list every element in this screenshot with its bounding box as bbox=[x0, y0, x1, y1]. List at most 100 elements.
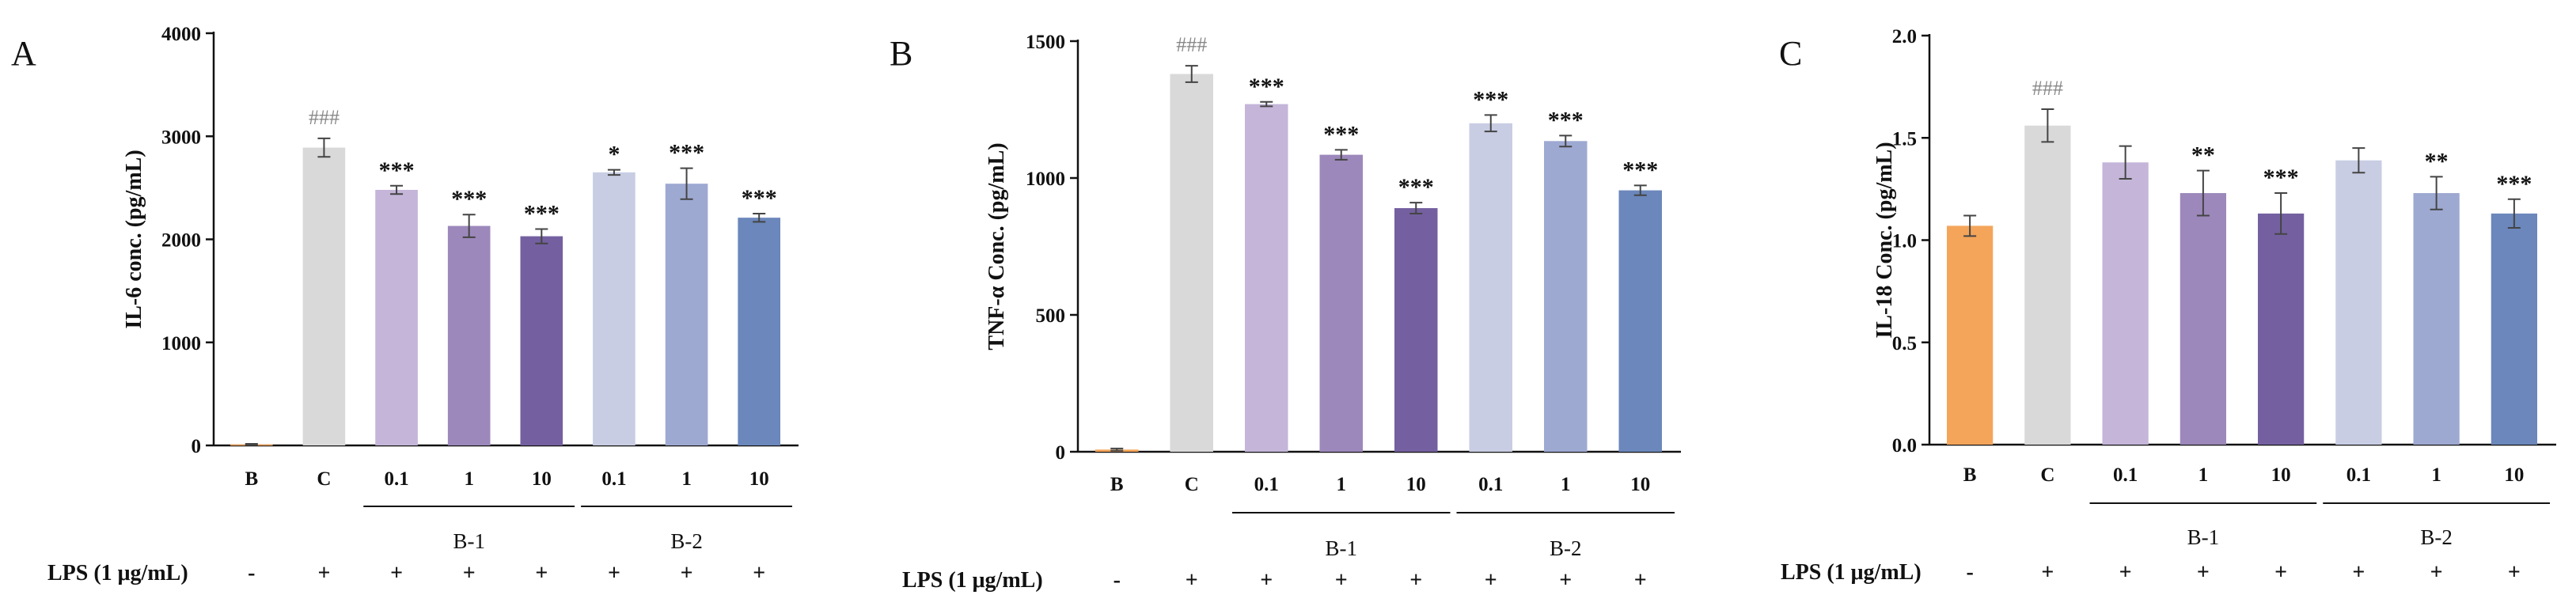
bar bbox=[2413, 193, 2460, 445]
x-category-label: 1 bbox=[1561, 474, 1571, 495]
y-tick-label: 0 bbox=[192, 436, 202, 457]
bar bbox=[738, 218, 780, 445]
x-category-label: B bbox=[1110, 474, 1124, 495]
significance-label: ** bbox=[2425, 148, 2449, 174]
x-category-label: 10 bbox=[1630, 474, 1650, 495]
lps-sign: + bbox=[1260, 568, 1273, 593]
x-category-label: 10 bbox=[2504, 464, 2524, 486]
lps-sign: + bbox=[535, 561, 548, 585]
bar bbox=[2491, 213, 2537, 445]
lps-sign: + bbox=[2352, 560, 2365, 585]
lps-sign: + bbox=[2508, 560, 2521, 585]
x-category-label: 10 bbox=[749, 468, 769, 490]
x-category-label: 1 bbox=[681, 468, 692, 490]
y-tick-label: 1.5 bbox=[1892, 128, 1917, 150]
x-category-label: 0.1 bbox=[384, 468, 408, 490]
significance-label: *** bbox=[2496, 171, 2532, 197]
bar bbox=[302, 147, 346, 445]
bar bbox=[447, 225, 491, 445]
x-category-label: C bbox=[1185, 474, 1199, 495]
lps-sign: + bbox=[2119, 560, 2132, 585]
x-category-label: 1 bbox=[2431, 464, 2441, 486]
x-category-label: 0.1 bbox=[2346, 464, 2371, 486]
significance-label: ### bbox=[309, 106, 340, 129]
bar bbox=[1618, 190, 1662, 452]
x-category-label: 0.1 bbox=[2113, 464, 2138, 486]
panel-letter: B bbox=[890, 34, 912, 73]
y-tick-label: 0 bbox=[1056, 442, 1066, 464]
bar bbox=[1544, 141, 1588, 453]
significance-label: *** bbox=[1323, 121, 1359, 147]
significance-label: ### bbox=[2032, 77, 2063, 100]
x-category-label: C bbox=[317, 468, 331, 490]
bar bbox=[520, 236, 563, 445]
significance-label: *** bbox=[524, 200, 560, 226]
significance-label: ** bbox=[2191, 142, 2215, 169]
lps-sign: + bbox=[317, 561, 330, 585]
panel-letter: C bbox=[1779, 34, 1802, 73]
x-category-label: 10 bbox=[532, 468, 552, 490]
bar bbox=[1947, 225, 1994, 445]
group-label: B-1 bbox=[2187, 525, 2220, 549]
lps-sign: + bbox=[1485, 568, 1497, 593]
lps-sign: + bbox=[2041, 560, 2054, 585]
x-category-label: 0.1 bbox=[1254, 474, 1279, 495]
x-category-label: B bbox=[245, 468, 258, 490]
x-category-label: 1 bbox=[464, 468, 474, 490]
lps-sign: + bbox=[608, 561, 620, 585]
lps-sign: + bbox=[753, 561, 765, 585]
significance-label: *** bbox=[379, 157, 415, 184]
significance-label: * bbox=[608, 142, 620, 168]
lps-label: LPS (1 μg/mL) bbox=[1781, 560, 1922, 585]
bar bbox=[2335, 160, 2382, 445]
y-tick-label: 0.0 bbox=[1892, 435, 1917, 457]
bar bbox=[2024, 125, 2071, 445]
lps-sign: + bbox=[390, 561, 403, 585]
x-category-label: 1 bbox=[1337, 474, 1347, 495]
y-tick-label: 1000 bbox=[1026, 169, 1065, 190]
y-axis-label: IL-18 Conc. (pg/mL) bbox=[1872, 142, 1897, 338]
bar bbox=[375, 189, 418, 446]
lps-sign: + bbox=[2197, 560, 2210, 585]
lps-sign: + bbox=[2430, 560, 2443, 585]
lps-sign: + bbox=[1634, 568, 1647, 593]
bar bbox=[593, 172, 635, 445]
x-category-label: B bbox=[1963, 464, 1977, 486]
bar bbox=[1319, 154, 1363, 452]
y-tick-label: 2.0 bbox=[1892, 26, 1917, 47]
bar bbox=[1469, 123, 1512, 453]
y-tick-label: 2000 bbox=[161, 230, 201, 252]
lps-sign: + bbox=[1186, 568, 1198, 593]
x-category-label: 10 bbox=[2271, 464, 2291, 486]
y-tick-label: 1.0 bbox=[1892, 231, 1917, 252]
group-label: B-2 bbox=[1550, 536, 1582, 560]
x-category-label: C bbox=[2040, 464, 2054, 486]
lps-sign: + bbox=[2274, 560, 2287, 585]
y-tick-label: 0.5 bbox=[1892, 333, 1917, 354]
x-category-label: 1 bbox=[2199, 464, 2209, 486]
group-label: B-2 bbox=[670, 529, 703, 553]
significance-label: *** bbox=[2263, 165, 2299, 191]
bar bbox=[1170, 74, 1213, 453]
bar bbox=[2258, 213, 2305, 445]
lps-sign: - bbox=[248, 561, 255, 585]
lps-sign: + bbox=[681, 561, 693, 585]
x-category-label: 0.1 bbox=[601, 468, 626, 490]
group-label: B-2 bbox=[2420, 525, 2453, 549]
lps-sign: + bbox=[1409, 568, 1422, 593]
y-tick-label: 1500 bbox=[1026, 32, 1065, 53]
group-label: B-1 bbox=[453, 529, 485, 553]
y-axis-label: TNF-α Conc. (pg/mL) bbox=[984, 142, 1009, 350]
bar bbox=[665, 184, 708, 446]
significance-label: *** bbox=[451, 186, 487, 212]
lps-sign: + bbox=[463, 561, 476, 585]
significance-label: *** bbox=[1622, 157, 1658, 183]
bar bbox=[2180, 193, 2226, 445]
lps-sign: - bbox=[1113, 568, 1121, 593]
significance-label: *** bbox=[669, 140, 704, 166]
significance-label: *** bbox=[1249, 74, 1284, 100]
lps-sign: + bbox=[1559, 568, 1572, 593]
bar bbox=[1394, 208, 1438, 452]
bar bbox=[1245, 104, 1288, 452]
